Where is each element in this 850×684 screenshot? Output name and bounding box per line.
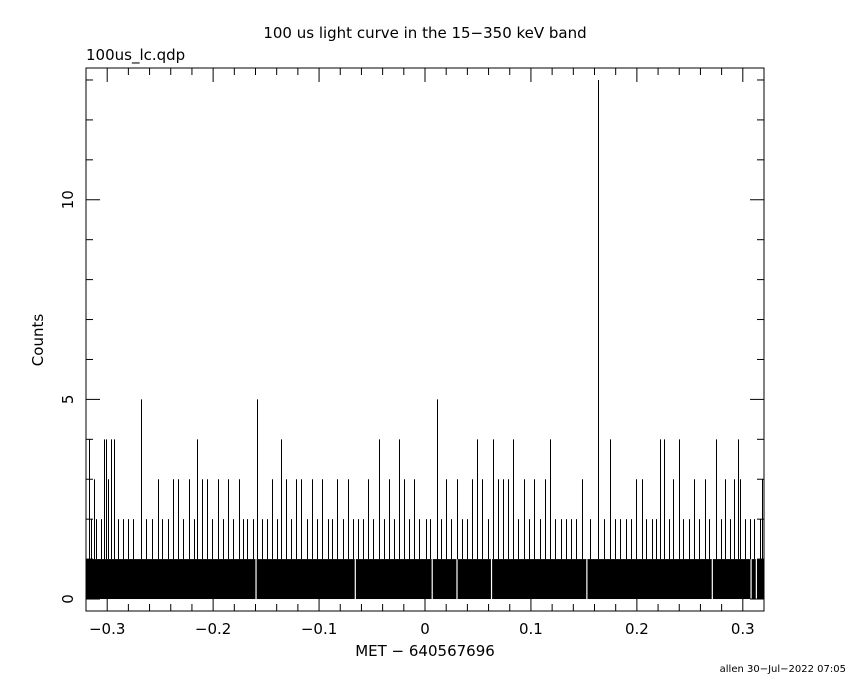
axes-group: −0.3 −0.2 −0.1 0 0.1 0.2 0.3 0 5 10: [59, 68, 764, 638]
y-tick-label: 5: [59, 395, 77, 405]
footer-credit: allen 30−Jul−2022 07:05: [720, 664, 846, 675]
x-tick-label: −0.1: [301, 620, 337, 638]
chart-title: 100 us light curve in the 15−350 keV ban…: [263, 24, 586, 42]
x-tick-label: 0.1: [519, 620, 543, 638]
chart-subtitle: 100us_lc.qdp: [86, 46, 185, 65]
x-axis-label: MET − 640567696: [355, 642, 495, 660]
baseline-counts-block: [86, 559, 764, 600]
x-tick-label: 0: [420, 620, 430, 638]
y-tick-label: 10: [59, 190, 77, 209]
x-tick-label: −0.2: [195, 620, 231, 638]
x-tick-label: 0.3: [731, 620, 755, 638]
y-tick-label: 0: [59, 594, 77, 604]
plot-frame: [85, 67, 765, 612]
y-axis-label: Counts: [29, 314, 47, 367]
x-tick-label: 0.2: [625, 620, 649, 638]
bars-group: [86, 79, 764, 600]
x-tick-label: −0.3: [89, 620, 125, 638]
